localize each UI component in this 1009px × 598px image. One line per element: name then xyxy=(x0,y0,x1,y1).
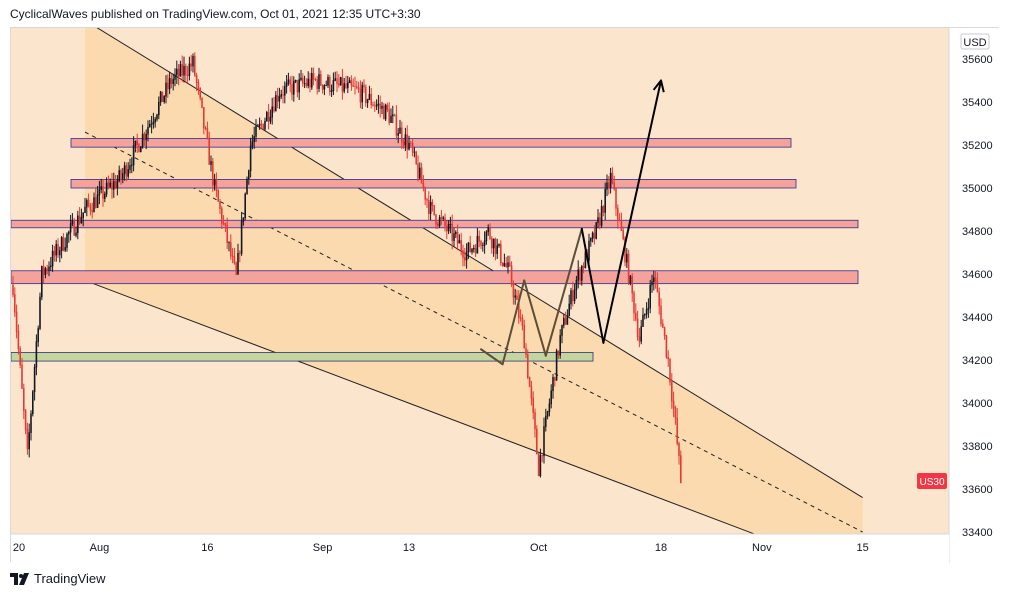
y-tick-label: 33400 xyxy=(962,527,993,539)
zone-red[interactable] xyxy=(70,138,792,148)
zone-green[interactable] xyxy=(11,352,594,362)
x-tick-label: 16 xyxy=(201,542,213,554)
y-tick-label: 35400 xyxy=(962,97,993,109)
projection-segment xyxy=(480,348,504,366)
last-price-badge: US30 xyxy=(917,473,947,489)
time-axis[interactable] xyxy=(11,534,949,563)
x-tick-label: 13 xyxy=(403,542,415,554)
channel-layer xyxy=(84,28,863,563)
y-tick-label: 35600 xyxy=(962,54,993,66)
price-axis[interactable] xyxy=(949,28,1000,563)
projection-segment xyxy=(580,227,605,344)
x-axis-labels: 20 Aug 16 Sep 13 Oct 18 Nov 15 xyxy=(13,542,869,554)
projection-segment xyxy=(523,279,547,357)
x-tick-label: Nov xyxy=(752,542,772,554)
zone-red[interactable] xyxy=(11,219,859,229)
currency-label: USD xyxy=(963,37,986,49)
projection-segment xyxy=(602,79,662,344)
x-tick-label: Aug xyxy=(90,542,110,554)
y-axis-labels: 33400 33600 33800 34000 34200 34400 34600 34800… xyxy=(962,54,993,539)
zone-red[interactable] xyxy=(70,178,797,189)
x-tick-label: 20 xyxy=(13,542,25,554)
y-tick-label: 34000 xyxy=(962,398,993,410)
y-tick-label: 34200 xyxy=(962,355,993,367)
y-tick-label: 34600 xyxy=(962,269,993,281)
projection-arrowhead xyxy=(652,79,665,93)
channel-upper-line xyxy=(96,28,863,499)
tradingview-logo-icon xyxy=(10,572,29,585)
tradingview-logo[interactable]: TradingView xyxy=(10,571,106,586)
x-tick-label: 18 xyxy=(655,542,667,554)
candle-layer xyxy=(12,52,682,484)
tradingview-logo-text: TradingView xyxy=(34,571,106,586)
channel-fill xyxy=(85,28,863,563)
y-tick-label: 35200 xyxy=(962,140,993,152)
channel-lower-line xyxy=(84,279,833,563)
projection-layer xyxy=(480,79,665,366)
x-tick-label: Oct xyxy=(530,542,547,554)
zone-red[interactable] xyxy=(11,270,859,285)
y-tick-label: 33800 xyxy=(962,441,993,453)
x-tick-label: Sep xyxy=(313,542,333,554)
y-tick-label: 34800 xyxy=(962,226,993,238)
x-tick-label: 15 xyxy=(856,542,868,554)
projection-segment xyxy=(501,279,526,366)
chart-container[interactable]: 33400 33600 33800 34000 34200 34400 34600 34800… xyxy=(10,27,1000,563)
last-price-label: US30 xyxy=(919,477,944,488)
projection-segment xyxy=(544,227,583,357)
y-tick-label: 35000 xyxy=(962,183,993,195)
y-tick-label: 34400 xyxy=(962,312,993,324)
price-chart[interactable]: 33400 33600 33800 34000 34200 34400 34600 34800… xyxy=(11,28,1000,563)
channel-median-line xyxy=(84,131,863,533)
y-tick-label: 33600 xyxy=(962,484,993,496)
currency-badge: USD xyxy=(960,33,990,50)
zone-layer xyxy=(11,138,859,362)
publish-info: CyclicalWaves published on TradingView.c… xyxy=(10,7,421,21)
